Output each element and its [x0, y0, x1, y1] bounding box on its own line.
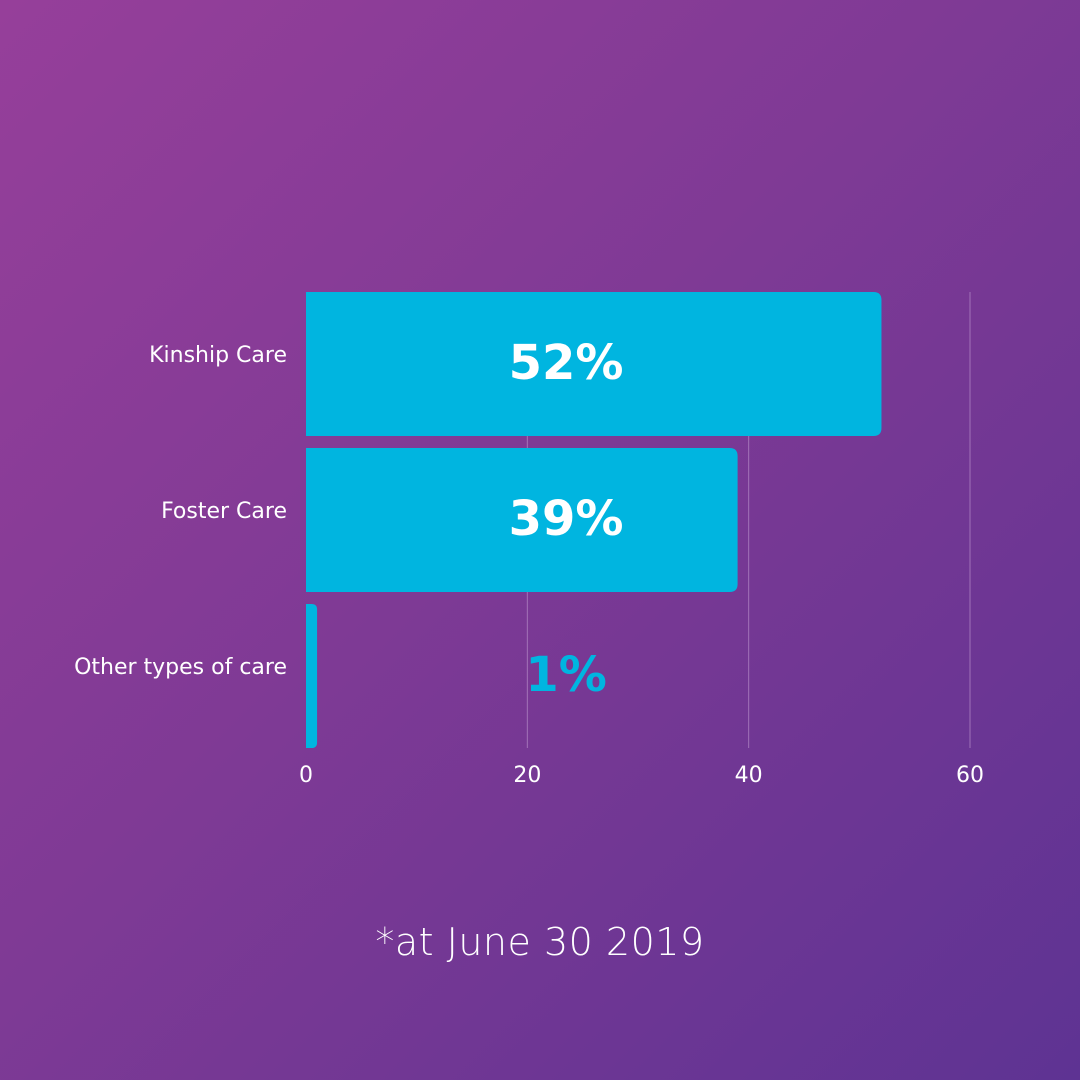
footnote: *at June 30 2019 — [375, 920, 705, 964]
category-label-kinship-care: Kinship Care — [149, 343, 287, 368]
x-tick-label-20: 20 — [513, 763, 541, 788]
value-label-foster-care: 39% — [509, 491, 624, 547]
x-axis-ticks: 0 20 40 60 — [299, 763, 984, 788]
x-tick-label-60: 60 — [956, 763, 984, 788]
x-tick-label-0: 0 — [299, 763, 313, 788]
category-label-other-types-of-care: Other types of care — [74, 655, 287, 680]
bars — [306, 292, 882, 748]
value-labels: 52% 39% 1% — [509, 335, 624, 703]
bar-foster-care — [306, 448, 738, 592]
bar-other-types-of-care — [306, 604, 318, 748]
value-label-kinship-care: 52% — [509, 335, 624, 391]
x-tick-label-40: 40 — [735, 763, 763, 788]
category-label-foster-care: Foster Care — [161, 499, 287, 524]
value-label-other-types-of-care: 1% — [525, 647, 607, 703]
bar-kinship-care — [306, 292, 882, 436]
category-labels: Kinship Care Foster Care Other types of ca… — [74, 343, 287, 680]
